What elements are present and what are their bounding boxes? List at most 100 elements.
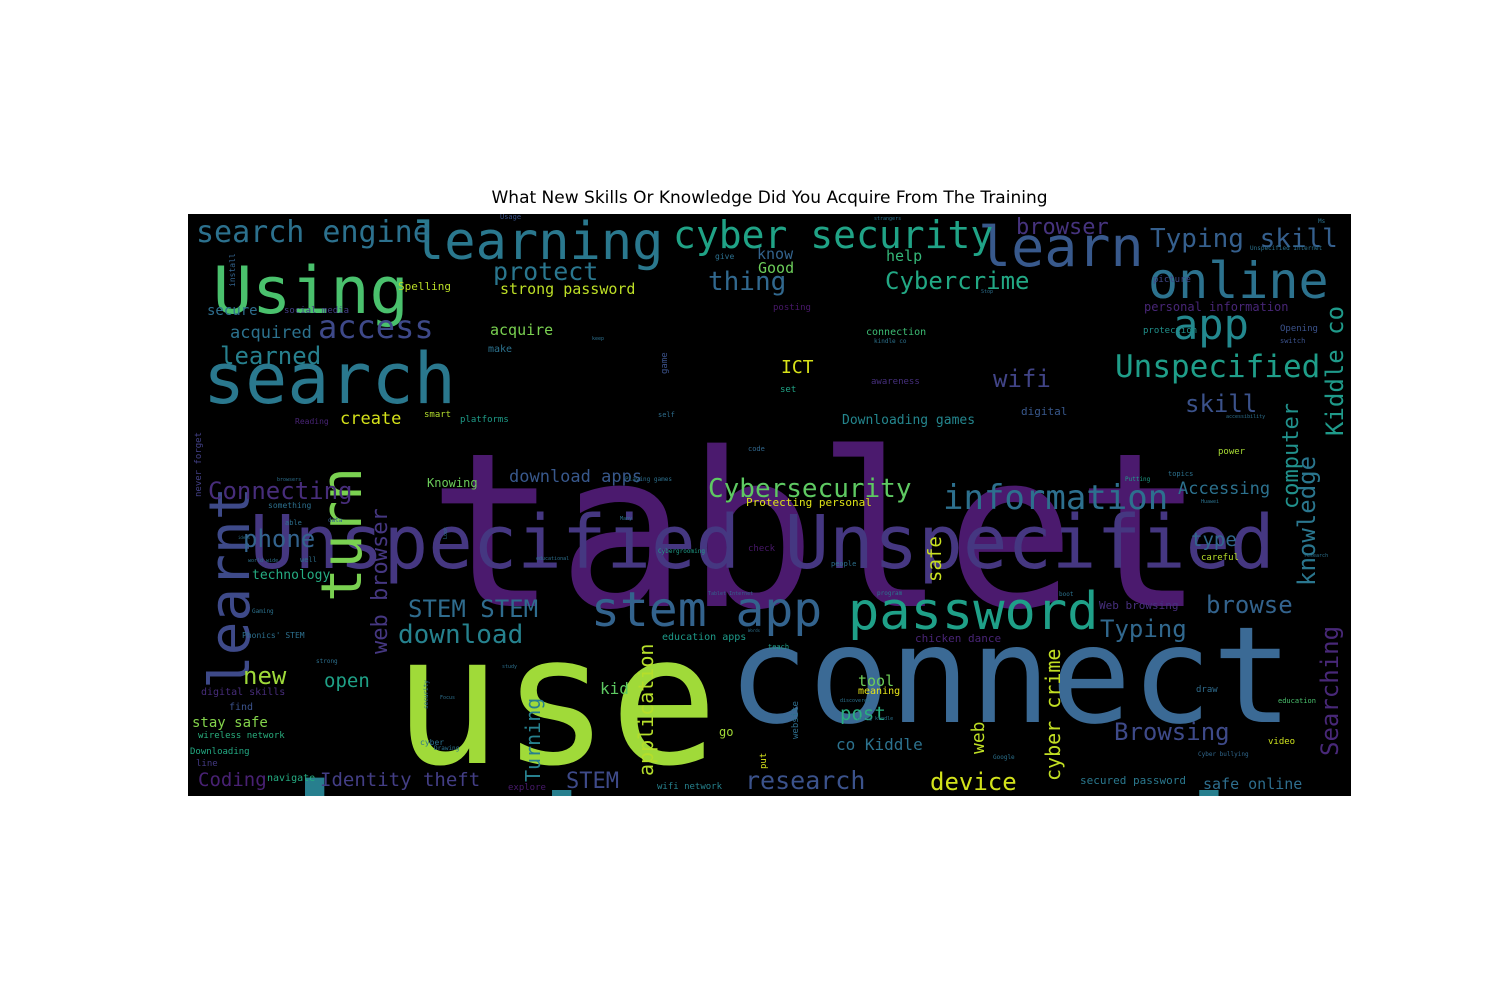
word-keep: keep [592,336,605,342]
word-online: online [1148,252,1329,310]
word-help: help [886,247,923,265]
word-look: Look [443,526,449,539]
word-put: put [759,752,769,769]
word-tool: tool [858,672,895,690]
word-digital-skills: digital skills [201,687,286,698]
word-computer: computer [1279,403,1304,509]
word-wifi: wifi [993,365,1051,393]
word-type: type [1191,529,1237,551]
word-learned: learned [220,342,322,370]
word-device: device [930,768,1017,796]
word-cyber: cyber [420,738,445,747]
word-video: video [1268,737,1296,747]
word-unspecified-internet: Unspecified Internet [1250,245,1323,252]
word-cybergrooming: Cybergrooming [658,548,705,555]
word-search: search [203,338,456,420]
word-discovered: discovered [840,698,871,704]
word-world-wide: world wide [248,558,279,564]
word-learnt: learnt [198,486,263,689]
word-check: check [748,544,776,554]
word-browse: browse [1206,591,1293,619]
word-web-browsing: Web browsing [1099,599,1179,612]
word-never-forget: never forget [194,431,204,497]
word-web-browser: web browser [368,508,393,654]
word-website: website [791,701,801,739]
word-download: download [398,620,524,650]
word-draw: draw [1196,685,1218,695]
word-browser: browser [1016,215,1109,240]
word-searching: Searching [1316,625,1344,756]
word-application: application [634,643,658,776]
word-find: find [229,702,254,713]
word-accessing: Accessing [1178,479,1271,499]
word-stay-safe: stay safe [192,715,268,731]
word-co-kiddle: co Kiddle [836,735,923,754]
word-code: code [748,445,765,453]
word-boot: boot [1059,591,1074,598]
word-spelling: Spelling [398,280,451,293]
word-platforms: platforms [460,415,509,425]
word-kindle-co: kindle co [874,338,907,345]
word-go: go [719,725,734,739]
word-navigate: navigate [267,773,316,784]
word-words: Words [748,628,761,633]
word-ict: ICT [781,357,814,378]
word-teach: teach [768,643,790,651]
word-stem-app: stem app [591,582,823,638]
word-safe-online: safe online [1203,775,1303,793]
word-connect: connect [728,598,1293,754]
word-install: install [228,253,237,287]
word-accessibility: accessibility [1226,414,1266,420]
word-turning: Turning [521,697,545,782]
word-topics: topics [1168,470,1194,478]
word-typing: Typing [1100,615,1187,643]
word-picture: picture [1153,275,1191,285]
word-drawing: Drawing [434,745,460,752]
chart-title: What New Skills Or Knowledge Did You Acq… [491,188,1048,208]
word-tablet: tablet [428,406,1205,657]
word-research: research [745,766,866,795]
word-unspecified-unspecified: Unspecified Unspecified [250,500,1275,586]
word-self: self [658,411,675,419]
word-secured-password: secured password [1080,774,1186,787]
word-using-kindle: using kindle [857,716,894,722]
word-putting: Putting [1125,476,1151,483]
word-password: password [848,582,1099,642]
word-careful: careful [1201,553,1239,563]
word-something: something [268,501,312,510]
word-awareness: awareness [871,377,920,387]
word-stem-stem: STEM STEM [408,595,539,623]
word-cyber-security: cyber security [673,214,994,257]
word-stop: Stop [981,289,994,295]
word-many: Many [620,516,633,522]
word-technology: technology [252,568,331,583]
word-protection: protection [1143,326,1198,336]
word-social-media: social media [284,306,350,316]
word-skill: skill [1185,390,1258,418]
word-good: Good [758,259,795,277]
word-access: access [318,308,434,346]
word-playing-games: Playing games [625,476,672,483]
word-usage: Usage [500,214,522,221]
word-wireless-network: wireless network [198,731,285,741]
word-download-apps: download apps [509,467,643,487]
word-huawei: Huawei [1201,499,1220,505]
word-connecting: Connecting [208,477,353,505]
word-chicken-dance: chicken dance [915,632,1002,645]
word-posting: posting [773,303,811,313]
word-phone: phone [243,525,316,553]
word-cybersecurity: Cybersecurity [708,474,912,504]
word-program: program [877,590,903,597]
word-safe: safe [924,536,946,582]
word-search-engine: search engine [196,215,431,250]
word-cyber-bullying: Cyber bullying [1198,751,1249,758]
word-secure: secure [207,303,258,319]
word-switch: switch [1280,337,1306,345]
word-open: open [324,670,370,692]
word-ms: Ms [1318,218,1326,225]
word-give: give [715,252,735,261]
word-smart: smart [424,410,452,420]
word-new: new [243,662,287,690]
word-use: use [393,597,719,796]
word-line: line [196,759,218,769]
